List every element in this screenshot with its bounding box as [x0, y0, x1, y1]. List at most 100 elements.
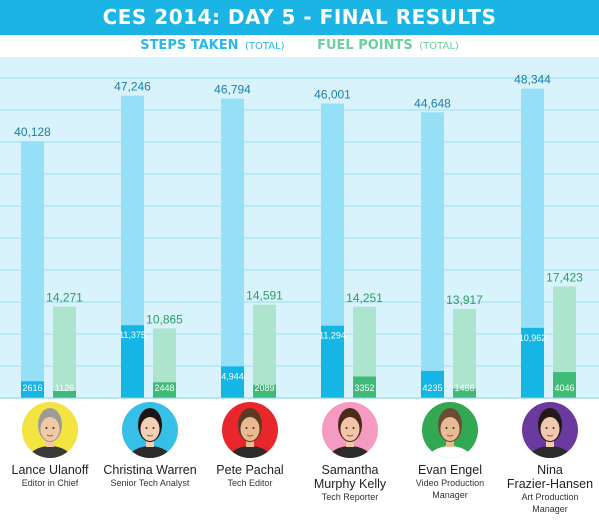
person-name: Christina Warren — [103, 463, 197, 477]
avatar-neck — [46, 438, 54, 447]
fuel-total-bar — [353, 306, 376, 398]
fuel-day-label: 4046 — [554, 383, 574, 393]
avatar-right-eye — [252, 427, 255, 429]
avatar-portrait — [528, 408, 572, 458]
steps-total-label: 46,794 — [214, 83, 251, 97]
steps-total-label: 40,128 — [14, 125, 51, 139]
steps-day-bar — [21, 381, 44, 398]
fuel-day-bar — [353, 376, 376, 398]
avatar-right-eye — [352, 427, 355, 429]
person-role: Senior Tech Analyst — [110, 478, 190, 488]
legend: STEPS TAKEN (TOTAL) FUEL POINTS (TOTAL) — [0, 35, 599, 57]
avatar-right-eye — [152, 427, 155, 429]
avatar-mouth — [246, 434, 254, 437]
person-caption: Evan Engel Video Production Manager — [400, 463, 500, 501]
avatar-mouth — [546, 434, 554, 437]
avatar-left-eye — [145, 427, 148, 429]
steps-total-bar — [121, 95, 144, 398]
avatar-face — [40, 417, 60, 441]
avatar-portrait — [128, 408, 172, 458]
avatar-right-eye — [552, 427, 555, 429]
steps-total-bar — [521, 88, 544, 399]
avatar-shoulders — [428, 446, 472, 458]
steps-day-bar — [121, 325, 144, 398]
avatar-shoulders — [28, 446, 72, 458]
fuel-total-label: 10,865 — [146, 312, 183, 326]
legend-steps-label: STEPS TAKEN — [140, 38, 239, 53]
person-role: Manager — [432, 490, 468, 500]
person-caption: Christina Warren Senior Tech Analyst — [100, 463, 200, 489]
fuel-total-bar — [253, 304, 276, 398]
fuel-total-bar — [53, 306, 76, 398]
avatar-face — [540, 417, 560, 441]
steps-total-bar — [321, 103, 344, 398]
fuel-day-bar — [253, 384, 276, 398]
avatar-face — [240, 417, 260, 441]
person-name: Evan Engel — [418, 463, 482, 477]
fuel-total-bar — [453, 308, 476, 398]
steps-day-label: 4235 — [422, 383, 442, 393]
avatar-left-eye — [445, 427, 448, 429]
avatar-portrait — [328, 408, 372, 458]
avatar-neck — [346, 438, 354, 447]
steps-day-label: 10,962 — [519, 333, 547, 343]
avatar-face — [140, 417, 160, 441]
steps-day-label: 4,944 — [221, 371, 244, 381]
avatar-mouth — [46, 434, 54, 437]
fuel-total-label: 14,251 — [346, 291, 383, 305]
avatar-portrait — [28, 408, 72, 458]
steps-total-bar — [21, 141, 44, 399]
legend-fuel-label: FUEL POINTS — [317, 38, 413, 53]
fuel-day-bar — [53, 390, 76, 398]
fuel-total-label: 14,271 — [46, 291, 83, 305]
steps-total-label: 48,344 — [514, 73, 551, 87]
fuel-total-label: 14,591 — [246, 289, 283, 303]
avatar-left-eye — [245, 427, 248, 429]
steps-day-label: 11,375 — [119, 330, 146, 340]
avatar-neck — [446, 438, 454, 447]
avatar-face — [440, 417, 460, 441]
avatar-left-eye — [545, 427, 548, 429]
fuel-day-label: 1466 — [454, 383, 474, 393]
fuel-day-label: 2089 — [254, 383, 274, 393]
person-caption: Nina Frazier-Hansen Art Production Manager — [500, 463, 599, 515]
avatar-mouth — [446, 434, 454, 437]
steps-day-bar — [521, 327, 544, 398]
legend-fuel-suffix: (TOTAL) — [419, 41, 459, 52]
avatar-face — [340, 417, 360, 441]
avatar-left-eye — [45, 427, 48, 429]
avatar-neck — [146, 438, 154, 447]
legend-fuel: FUEL POINTS (TOTAL) — [317, 35, 459, 58]
fuel-day-label: 1126 — [55, 383, 74, 393]
avatar-left-eye — [345, 427, 348, 429]
avatar-shoulders — [228, 446, 272, 458]
avatar-shoulders — [328, 446, 372, 458]
person-name: Nina — [537, 463, 563, 477]
fuel-day-bar — [153, 382, 176, 398]
plot-background — [0, 57, 599, 398]
fuel-day-label: 2448 — [154, 383, 174, 393]
person-role: Tech Editor — [227, 478, 273, 488]
person-name: Murphy Kelly — [313, 477, 387, 491]
steps-total-bar — [421, 112, 444, 398]
avatar-neck — [246, 438, 254, 447]
avatar-mouth — [146, 434, 154, 437]
avatar-shoulders — [128, 446, 172, 458]
steps-day-label: 2616 — [22, 383, 42, 393]
fuel-day-label: 3352 — [354, 383, 374, 393]
person-role: Editor in Chief — [21, 478, 79, 488]
person-name: Samantha — [321, 463, 379, 477]
fuel-total-label: 17,423 — [546, 270, 583, 284]
chart-title: CES 2014: DAY 5 - FINAL RESULTS — [0, 0, 599, 35]
avatar-right-eye — [52, 427, 55, 429]
legend-steps-suffix: (TOTAL) — [245, 41, 285, 52]
avatar-neck — [546, 438, 554, 447]
steps-day-bar — [221, 366, 244, 398]
person-name: Lance Ulanoff — [11, 463, 89, 477]
steps-total-label: 46,001 — [314, 88, 351, 102]
person-role: Art Production — [521, 492, 579, 502]
avatar-shoulders — [528, 446, 572, 458]
person-name: Frazier-Hansen — [506, 477, 594, 491]
person-name: Pete Pachal — [216, 463, 284, 477]
